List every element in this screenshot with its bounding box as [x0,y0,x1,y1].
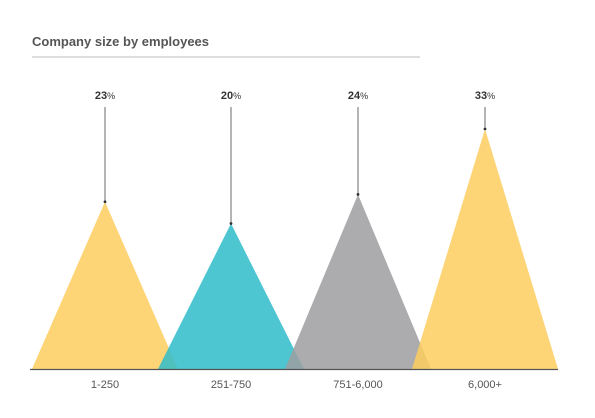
category-label-1-250: 1-250 [91,379,119,391]
value-unit: % [360,91,368,101]
apex-dot-751-6-000 [356,193,360,196]
value-unit: % [107,91,115,101]
category-label-751-6-000: 751-6,000 [333,379,383,391]
value-label-751-6-000: 24% [348,90,368,102]
triangle-751-6-000 [285,194,431,369]
value-unit: % [233,91,241,101]
triangle-1-250 [32,201,178,369]
chart-title: Company size by employees [32,34,209,49]
apex-dot-1-250 [103,200,107,204]
category-label-251-750: 251-750 [211,379,251,391]
chart-labels: 23% 1-250 20% 251-750 24% 751-6,000 33% 6,000+ [91,90,502,391]
value-label-1-250: 23% [95,90,115,102]
triangle-6-000 [412,129,558,369]
category-label-6-000: 6,000+ [468,379,502,391]
triangle-251-750 [158,223,304,369]
apex-dot-251-750 [229,222,233,225]
apex-dot-6-000 [483,127,487,131]
chart-marks [32,107,558,369]
value-label-6-000: 33% [475,90,495,102]
value-unit: % [487,91,495,101]
value-label-251-750: 20% [221,90,241,102]
